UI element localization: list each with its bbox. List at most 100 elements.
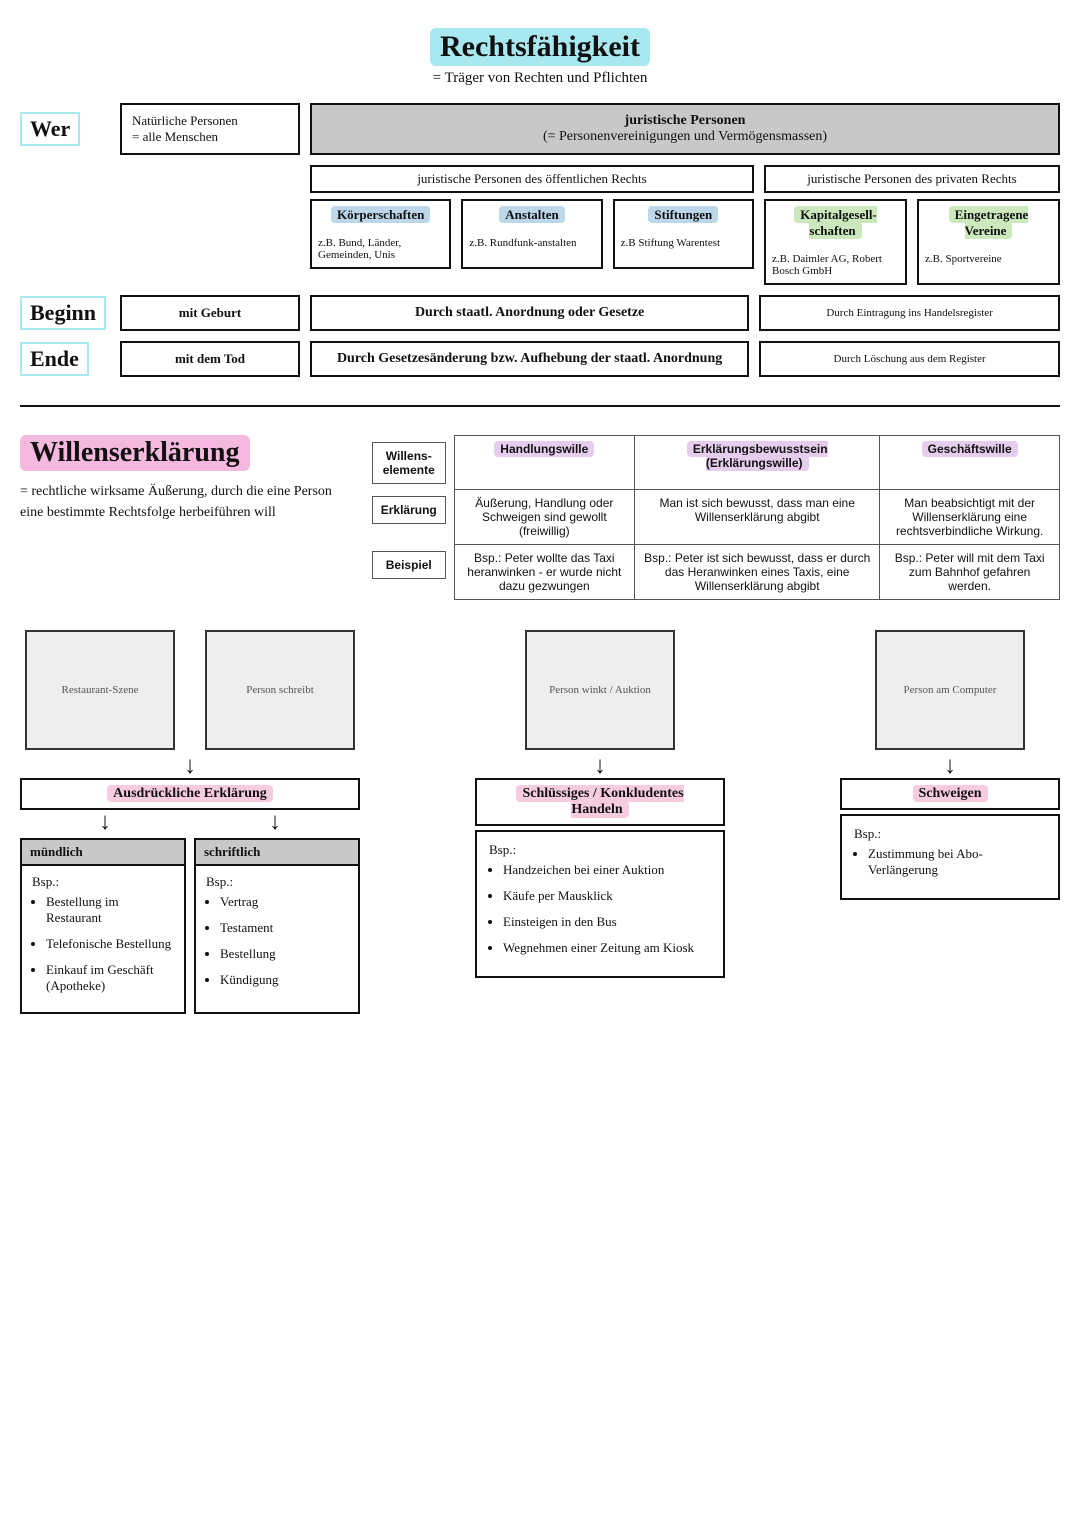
schweigen-title-text: Schweigen [913,785,988,802]
public-col-1-title: Anstalten [499,206,564,223]
row-label-0-text: Erklärung [372,496,446,524]
label-beginn: Beginn [20,295,110,331]
public-col-2-ex: z.B Stiftung Warentest [621,237,746,249]
arrow-icon: ↓ [99,810,111,834]
schriftlich-item-0: Vertrag [220,894,348,910]
cell-bsp-2: Bsp.: Peter will mit dem Taxi zum Bahnho… [880,545,1060,600]
label-beginn-text: Beginn [20,296,106,330]
flow-chart: Restaurant-Szene Person schreibt ↓ Ausdr… [20,630,1060,1014]
konkludent-title: Schlüssiges / Konkludentes Handeln [475,778,725,826]
schriftlich-item-3: Kündigung [220,972,348,988]
public-col-0-ex: z.B. Bund, Länder, Gemeinden, Unis [318,237,443,261]
col-head-0-text: Handlungswille [494,441,594,457]
private-col-1-title: Eingetragene Vereine [949,206,1029,239]
private-col-0: Kapitalgesell-schaften z.B. Daimler AG, … [764,199,907,285]
row-label-0: Erklärung [364,490,454,545]
public-col-0: Körperschaften z.B. Bund, Länder, Gemein… [310,199,451,269]
row-wer: Wer Natürliche Personen = alle Menschen … [20,103,1060,155]
table-corner-text: Willens-elemente [372,442,446,484]
willens-table: Willens-elemente Handlungswille Erklärun… [364,435,1060,600]
konkludent-title-text: Schlüssiges / Konkludentes Handeln [516,785,683,818]
table-corner: Willens-elemente [364,436,454,490]
col-head-2: Geschäftswille [880,436,1060,490]
cell-bsp-1: Bsp.: Peter ist sich bewusst, dass er du… [635,545,880,600]
schriftlich-bsp-label: Bsp.: [206,874,348,890]
public-col-2: Stiftungen z.B Stiftung Warentest [613,199,754,269]
illus-auktion: Person winkt / Auktion [525,630,675,750]
row-beginn: Beginn mit Geburt Durch staatl. Anordnun… [20,295,1060,331]
section2: Willenserklärung = rechtliche wirksame Ä… [20,435,1060,600]
muendlich-bsp-label: Bsp.: [32,874,174,890]
muendlich-box: mündlich Bsp.: Bestellung im Restaurant … [20,838,186,1014]
schriftlich-item-2: Bestellung [220,946,348,962]
schweigen-box: Bsp.: Zustimmung bei Abo-Verlängerung [840,814,1060,900]
konkludent-box: Bsp.: Handzeichen bei einer Auktion Käuf… [475,830,725,978]
public-col-2-title: Stiftungen [648,206,718,223]
row-ende: Ende mit dem Tod Durch Gesetzesänderung … [20,341,1060,377]
private-header: juristische Personen des privaten Rechts [764,165,1060,193]
section2-title: Willenserklärung [20,435,350,471]
public-col-1: Anstalten z.B. Rundfunk-anstalten [461,199,602,269]
arrow-icon: ↓ [944,754,956,778]
section2-title-text: Willenserklärung [20,435,250,471]
flow-konkludent: Person winkt / Auktion ↓ Schlüssiges / K… [475,630,725,1014]
section2-definition: = rechtliche wirksame Äußerung, durch di… [20,481,350,523]
col-head-0: Handlungswille [454,436,635,490]
ende-public: Durch Gesetzesänderung bzw. Aufhebung de… [310,341,749,377]
arrow-icon: ↓ [269,810,281,834]
private-col-1-ex: z.B. Sportvereine [925,253,1052,265]
schweigen-bsp-label: Bsp.: [854,826,1046,842]
willens-table-wrap: Willens-elemente Handlungswille Erklärun… [364,435,1060,600]
ausdruecklich-title: Ausdrückliche Erklärung [20,778,360,810]
label-wer: Wer [20,103,110,155]
cell-erk-0: Äußerung, Handlung oder Schweigen sind g… [454,490,635,545]
section1-title: Rechtsfähigkeit [20,28,1060,66]
konkludent-bsp-label: Bsp.: [489,842,711,858]
cell-erk-1: Man ist sich bewusst, dass man eine Will… [635,490,880,545]
col-head-1-text: Erklärungsbewusstsein (Erklärungswille) [687,441,828,471]
konkludent-item-3: Wegnehmen einer Zeitung am Kiosk [503,940,711,956]
illus-restaurant: Restaurant-Szene [25,630,175,750]
label-wer-text: Wer [20,112,80,146]
section1-title-text: Rechtsfähigkeit [430,28,650,66]
public-col-1-ex: z.B. Rundfunk-anstalten [469,237,594,249]
muendlich-item-2: Einkauf im Geschäft (Apotheke) [46,962,174,994]
schweigen-title: Schweigen [840,778,1060,810]
private-col-0-title: Kapitalgesell-schaften [794,206,877,239]
muendlich-title: mündlich [22,840,184,866]
cell-bsp-0: Bsp.: Peter wollte das Taxi heranwinken … [454,545,635,600]
beginn-public: Durch staatl. Anordnung oder Gesetze [310,295,749,331]
public-header: juristische Personen des öffentlichen Re… [310,165,754,193]
arrow-icon: ↓ [594,754,606,778]
schweigen-item-0: Zustimmung bei Abo-Verlängerung [868,846,1046,878]
flow-schweigen: Person am Computer ↓ Schweigen Bsp.: Zus… [840,630,1060,1014]
wer-natural: Natürliche Personen = alle Menschen [120,103,300,155]
section1-subtitle: = Träger von Rechten und Pflichten [20,70,1060,87]
ausdruecklich-title-text: Ausdrückliche Erklärung [107,785,273,802]
konkludent-item-0: Handzeichen bei einer Auktion [503,862,711,878]
schriftlich-box: schriftlich Bsp.: Vertrag Testament Best… [194,838,360,1014]
schriftlich-item-1: Testament [220,920,348,936]
row-label-1-text: Beispiel [372,551,446,579]
wer-juristic-title: juristische Personen [322,113,1048,129]
label-ende: Ende [20,341,110,377]
illus-writing: Person schreibt [205,630,355,750]
private-col-0-ex: z.B. Daimler AG, Robert Bosch GmbH [772,253,899,277]
row-subheads: juristische Personen des öffentlichen Re… [20,165,1060,285]
muendlich-item-1: Telefonische Bestellung [46,936,174,952]
arrow-icon: ↓ [184,754,196,778]
row-label-1: Beispiel [364,545,454,600]
col-head-1: Erklärungsbewusstsein (Erklärungswille) [635,436,880,490]
flow-ausdruecklich: Restaurant-Szene Person schreibt ↓ Ausdr… [20,630,360,1014]
col-head-2-text: Geschäftswille [922,441,1018,457]
section-divider [20,405,1060,407]
illus-computer: Person am Computer [875,630,1025,750]
public-col-0-title: Körperschaften [331,206,430,223]
konkludent-item-2: Einsteigen in den Bus [503,914,711,930]
konkludent-item-1: Käufe per Mausklick [503,888,711,904]
ende-private: Durch Löschung aus dem Register [759,341,1060,377]
schriftlich-title: schriftlich [196,840,358,866]
muendlich-item-0: Bestellung im Restaurant [46,894,174,926]
wer-juristic-sub: (= Personenvereinigungen und Vermögensma… [322,129,1048,145]
beginn-private: Durch Eintragung ins Handelsregister [759,295,1060,331]
